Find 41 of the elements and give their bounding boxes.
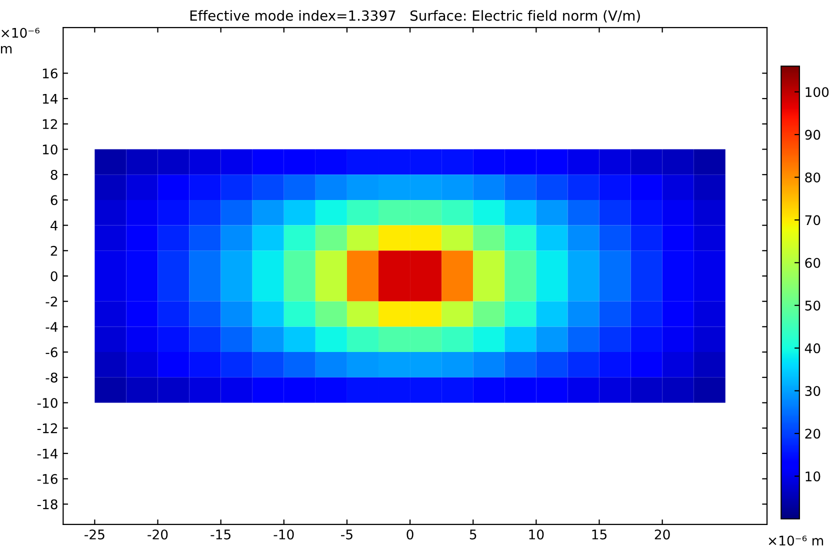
y-tick-label: -16 [37, 474, 58, 484]
x-tick-label: 10 [529, 529, 544, 540]
color-bar-label: 90 [805, 130, 820, 140]
y-tick-label: -18 [37, 499, 58, 510]
y-tick-label: 14 [42, 94, 58, 104]
color-bar-label: 50 [805, 300, 820, 311]
x-tick-label: 20 [654, 529, 670, 540]
color-bar-label: 70 [805, 215, 820, 226]
y-tick-label: -8 [46, 372, 58, 383]
color-bar-label: 60 [805, 258, 820, 268]
color-bar-label: 40 [804, 343, 820, 354]
color-bar-label: 100 [806, 87, 829, 98]
color-bar-label: 10 [806, 471, 820, 482]
y-axis-title: ×10⁻⁶ m [1, 28, 40, 54]
y-tick-label: 8 [50, 170, 58, 180]
y-tick-label: 16 [42, 68, 58, 78]
x-tick-label: 0 [406, 529, 414, 540]
x-tick-label: 5 [470, 530, 476, 540]
y-tick-label: 10 [42, 144, 58, 154]
y-tick-label: -12 [37, 423, 57, 434]
y-tick-label: 12 [42, 119, 57, 129]
chart-title: Effective mode index=1.3397 Surface: Electric field norm (V/m) [190, 10, 640, 22]
x-tick-label: -25 [84, 529, 104, 540]
x-tick-label: -5 [341, 530, 352, 540]
y-tick-label: 0 [50, 271, 58, 282]
color-bar-label: 80 [805, 172, 820, 182]
y-tick-label: -14 [37, 448, 58, 458]
color-bar-label: 20 [805, 428, 820, 439]
y-tick-label: -10 [37, 398, 58, 408]
x-tick-label: 15 [592, 530, 606, 540]
x-axis-title: ×10⁻⁶ m [768, 536, 824, 546]
y-tick-label: 4 [50, 220, 58, 230]
y-tick-label: -4 [46, 322, 58, 332]
color-bar-label: 30 [805, 386, 820, 396]
x-tick-label: -15 [210, 530, 230, 540]
x-tick-label: -10 [274, 529, 294, 540]
x-tick-label: -20 [148, 529, 168, 540]
y-tick-label: -6 [46, 347, 58, 358]
y-tick-label: -2 [46, 296, 57, 306]
y-tick-label: 6 [50, 195, 58, 206]
y-tick-label: 2 [50, 246, 57, 256]
